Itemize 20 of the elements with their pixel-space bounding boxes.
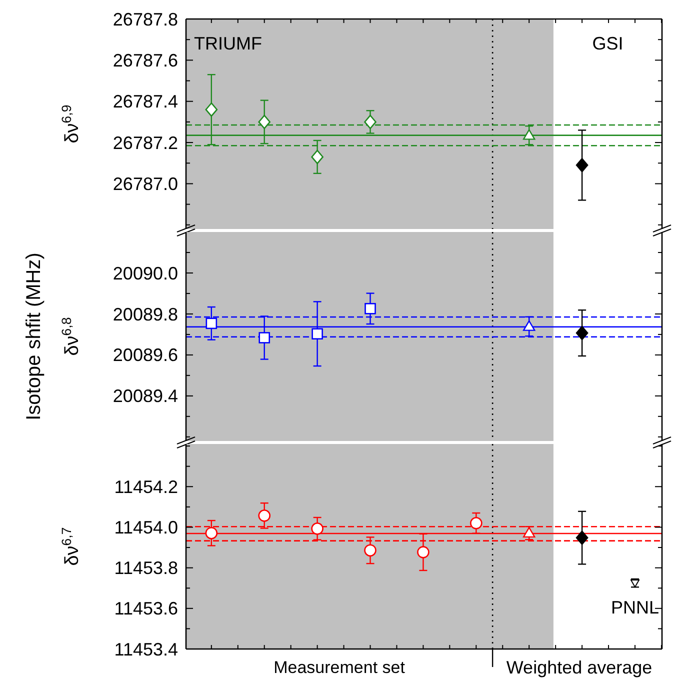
y-tick-label: 11453.4	[114, 639, 178, 660]
y-tick-label: 26787.0	[112, 174, 178, 194]
y-tick-label: 26787.2	[112, 132, 178, 153]
text: Isotope shfit (MHz)	[23, 252, 45, 420]
annotation: TRIUMF	[194, 33, 262, 54]
x-axis-title: Measurement set	[274, 658, 406, 677]
y-tick-label: 26787.4	[112, 92, 178, 112]
y-tick-label: 26787.6	[112, 50, 178, 70]
annotation: GSI	[592, 33, 624, 54]
annotation: PNNL	[610, 597, 660, 618]
y-tick-label: 11453.6	[114, 598, 178, 619]
y-tick-label: 20089.4	[112, 386, 178, 406]
y-tick-label: 20090.0	[112, 263, 178, 284]
y-tick-label: 11454.2	[114, 476, 178, 497]
y-tick-label: 11453.8	[114, 558, 178, 578]
text: Weighted average	[506, 657, 652, 678]
y-tick-label: 26787.8	[112, 9, 178, 30]
y-tick-label: 11454.0	[114, 518, 178, 538]
y-tick-label: 20089.8	[112, 304, 178, 324]
y-tick-label: 20089.6	[112, 345, 178, 366]
